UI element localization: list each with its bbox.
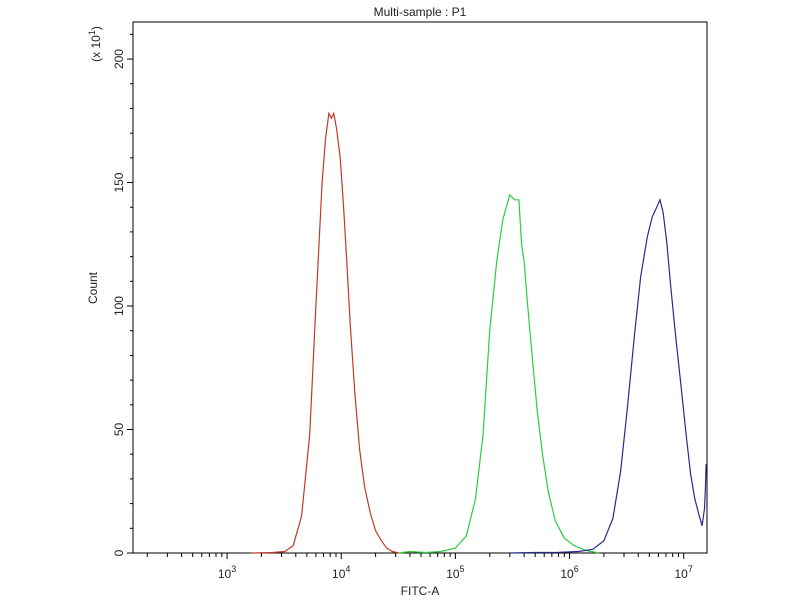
y-tick-label: 50 — [112, 423, 126, 437]
y-multiplier-label: (x 101) — [87, 26, 103, 62]
x-tick-exponent: 6 — [574, 564, 579, 574]
x-tick-base: 10 — [446, 567, 460, 581]
x-tick-base: 10 — [218, 567, 232, 581]
x-tick-label: 107 — [675, 564, 693, 581]
x-tick-exponent: 5 — [460, 564, 465, 574]
x-tick-label: 103 — [218, 564, 236, 581]
series-3-line — [509, 197, 707, 554]
x-tick-exponent: 3 — [231, 564, 236, 574]
y-tick-label: 200 — [112, 49, 126, 69]
x-tick-base: 10 — [675, 567, 689, 581]
y-tick-label: 150 — [112, 172, 126, 192]
plot-frame — [132, 21, 708, 554]
series-2-line — [398, 193, 599, 554]
x-tick-label: 104 — [332, 564, 350, 581]
y-multiplier-base: (x 10 — [89, 35, 103, 62]
series-1-line — [250, 111, 400, 554]
x-tick-label: 106 — [560, 564, 578, 581]
x-tick-base: 10 — [560, 567, 574, 581]
x-tick-exponent: 4 — [345, 564, 350, 574]
series-layer — [250, 111, 707, 554]
y-axis-label: Count — [86, 271, 100, 304]
x-tick-base: 10 — [332, 567, 346, 581]
y-multiplier-exponent: 1 — [87, 30, 97, 35]
x-tick-label: 105 — [446, 564, 464, 581]
x-axis: 103 104 105 106 107 — [146, 553, 693, 581]
y-tick-label: 100 — [112, 296, 126, 316]
x-axis-label: FITC-A — [401, 584, 440, 598]
x-tick-exponent: 7 — [688, 564, 693, 574]
chart-title: Multi-sample : P1 — [374, 5, 467, 19]
y-multiplier-close: ) — [89, 26, 103, 30]
y-axis: 0 50 100 150 200 — [112, 33, 133, 556]
y-tick-label: 0 — [112, 549, 126, 556]
